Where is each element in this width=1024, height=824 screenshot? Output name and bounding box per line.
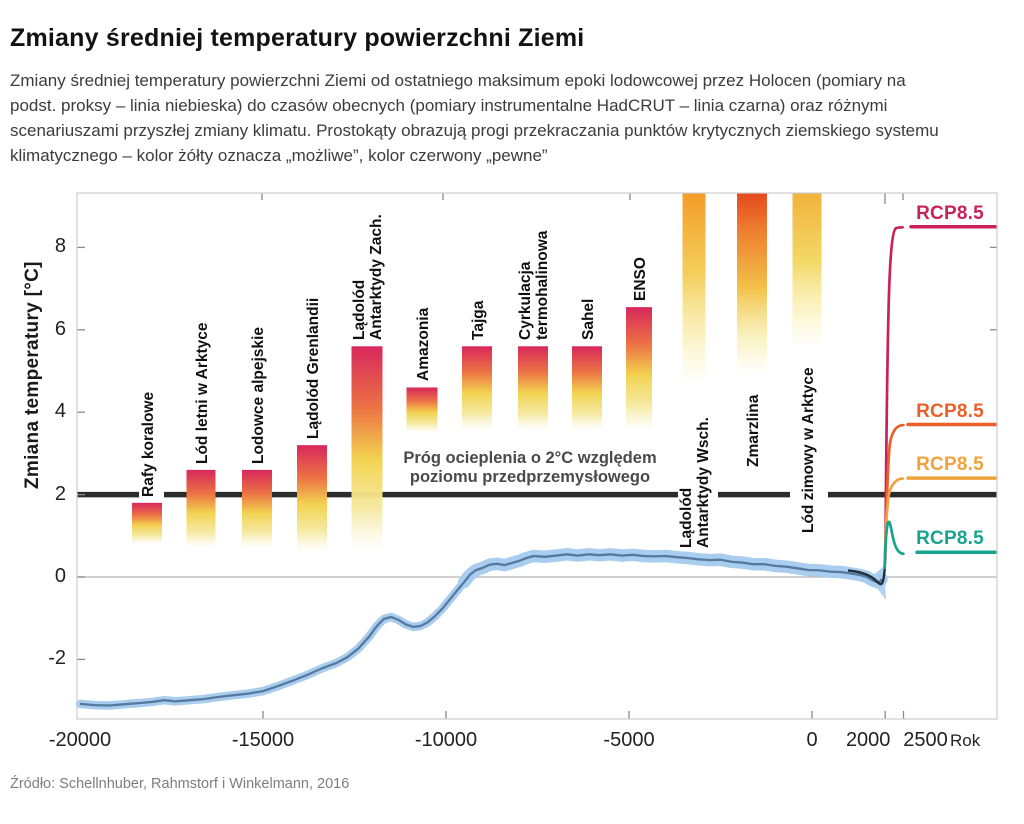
x-tick-label: -10000: [414, 729, 478, 751]
tipping-element-label: Lądolód Antarktydy Zach.: [351, 214, 385, 341]
y-tick-label: 0: [54, 565, 66, 587]
tipping-element-label: Rafy koralowe: [139, 391, 157, 497]
x-tick-label: 0: [806, 729, 818, 751]
y-tick-label: 2: [54, 482, 66, 505]
tipping-element-label: Lodowce alpejskie: [249, 326, 267, 464]
tipping-element-bar: [572, 346, 602, 431]
subtitle: Zmiany średniej temperatury powierzchni …: [10, 71, 939, 165]
x-axis-unit-label: Rok: [950, 731, 981, 750]
tipping-element-bar: [351, 346, 383, 551]
x-tick-label: -20000: [48, 729, 112, 751]
tipping-element-label: Amazonia: [414, 308, 432, 382]
tipping-element-label: Lód zimowy w Arktyce: [799, 367, 817, 533]
x-tick-label: -5000: [603, 729, 655, 751]
tipping-element-bar: [737, 193, 767, 378]
rcp-scenario-curve: [883, 225, 904, 560]
source-caption: Źródło: Schellnhuber, Rahmstorf i Winkel…: [10, 776, 350, 792]
tipping-element-bar: [297, 445, 327, 553]
tipping-element-bar: [186, 469, 216, 549]
tipping-element-bar: [792, 193, 822, 349]
tipping-element-label: ENSO: [631, 257, 649, 302]
tipping-element-label: Tajga: [469, 300, 487, 341]
y-tick-label: 4: [54, 400, 66, 423]
tipping-element-bar: [518, 346, 548, 431]
proxy-line: [79, 553, 883, 707]
x-tick-label: 2000: [845, 729, 891, 751]
rcp-scenario-label: RCP8.5: [916, 400, 984, 422]
y-tick-label: 8: [54, 235, 66, 258]
plot-border: [76, 192, 998, 720]
tipping-element-bar: [132, 502, 162, 545]
y-tick-label: -2: [48, 647, 66, 670]
x-tick-label: -15000: [231, 729, 295, 751]
y-tick-label: 6: [54, 317, 66, 340]
rcp-scenario-label: RCP8.5: [916, 454, 984, 476]
tipping-element-bar: [242, 469, 272, 549]
tipping-element-bar: [462, 346, 492, 431]
tipping-element-label: Zmarzlina: [744, 394, 762, 467]
rcp-scenario-label: RCP8.5: [916, 528, 984, 550]
x-tick-label: 2500: [903, 729, 948, 751]
tipping-element-label: Lód letni w Arktyce: [193, 322, 211, 464]
tipping-element-label: Sahel: [579, 298, 597, 341]
rcp-scenario-label: RCP8.5: [916, 202, 984, 224]
rcp-scenario-curve: [883, 520, 905, 570]
tipping-element-label: Lądolód Grenlandii: [304, 297, 322, 440]
tipping-element-bar: [626, 307, 652, 431]
page-title: Zmiany średniej temperatury powierzchni …: [10, 24, 585, 52]
y-axis-title: Zmiana temperatury [°C]: [22, 261, 43, 489]
tipping-element-bar: [682, 193, 706, 386]
threshold-annotation: Próg ocieplenia o 2°C względem poziomu p…: [403, 449, 657, 486]
tipping-element-label: Cyrkulacja termohalinowa: [517, 230, 551, 341]
rcp-scenario-curve: [883, 423, 905, 556]
tipping-element-bar: [406, 387, 438, 433]
